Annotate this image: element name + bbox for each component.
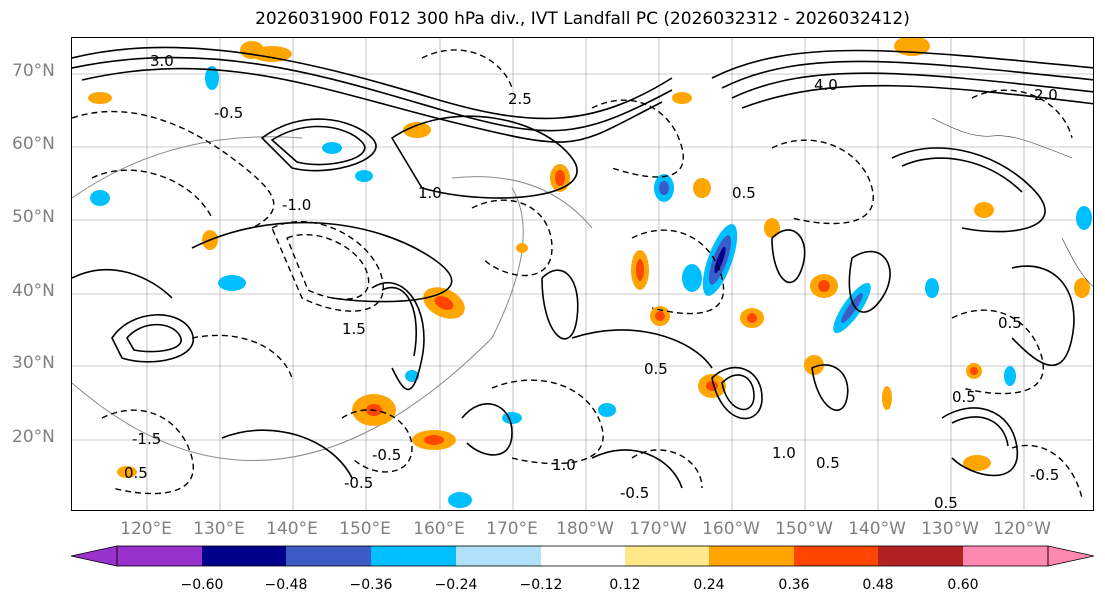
lon-label-130w: 130°W [921,519,979,539]
lon-label-140w: 140°W [848,519,906,539]
divergence-shading [88,38,1092,508]
contour-label: 0.5 [998,314,1022,332]
lon-label-150w: 150°W [775,519,833,539]
lon-label-120w: 120°W [993,519,1051,539]
contour-label: -0.5 [372,446,401,464]
contour-label: 0.5 [934,494,958,511]
graticule [72,38,1093,510]
colorbar-segment [794,546,878,566]
colorbar-tick-label: −0.60 [180,577,224,593]
colorbar-tick-label: 0.12 [609,577,641,593]
colorbar-segment [963,546,1048,566]
contour-label: 3.0 [150,52,174,70]
contour-label: -0.5 [344,474,373,492]
map-panel: 3.0 4.0 2.0 2.5 -0.5 0.5 1.0 -1.0 1.5 0.… [71,37,1094,511]
lat-label-70n: 70°N [12,61,55,81]
contour-label: 0.5 [816,454,840,472]
contour-label: -1.5 [132,430,161,448]
colorbar-segment [286,546,371,566]
colorbar-tick-label: −0.12 [519,577,563,593]
lon-label-120e: 120°E [120,519,172,539]
lon-label-170e: 170°E [486,519,538,539]
colorbar-segments [70,545,1095,567]
lat-label-20n: 20°N [12,427,55,447]
lon-label-170w: 170°W [629,519,687,539]
coastlines [931,117,1093,287]
map-canvas: 3.0 4.0 2.0 2.5 -0.5 0.5 1.0 -1.0 1.5 0.… [72,38,1093,511]
lon-label-130e: 130°E [193,519,245,539]
lon-label-150e: 150°E [339,519,391,539]
contour-label: 2.5 [508,90,532,108]
contour-label: -0.5 [1030,466,1059,484]
colorbar-outline [116,545,1049,567]
lon-label-160w: 160°W [702,519,760,539]
colorbar-tick-label: 0.48 [862,577,894,593]
lat-label-50n: 50°N [12,207,55,227]
lat-label-30n: 30°N [12,353,55,373]
contour-label: 1.5 [342,320,366,338]
colorbar-tick-label: 0.24 [693,577,725,593]
contour-label: 0.5 [644,360,668,378]
colorbar-extend-min [70,545,118,567]
lon-label-160e: 160°E [413,519,465,539]
colorbar-segment [625,546,709,566]
contour-label: -1.0 [282,196,311,214]
contour-label: 4.0 [814,76,838,94]
contour-label: 1.0 [772,444,796,462]
lat-label-40n: 40°N [12,281,55,301]
colorbar-tick-label: −0.24 [434,577,478,593]
lon-label-180w: 180°W [556,519,614,539]
colorbar-segment [117,546,202,566]
divergence-contours [72,46,1093,499]
colorbar-tick-label: −0.48 [264,577,308,593]
contour-label: 1.0 [418,184,442,202]
colorbar [70,545,1095,567]
colorbar-segment [709,546,794,566]
colorbar-segment [456,546,541,566]
contour-label: -0.5 [214,104,243,122]
contour-label: 2.0 [1034,86,1058,104]
contour-label-layer: 3.0 4.0 2.0 2.5 -0.5 0.5 1.0 -1.0 1.5 0.… [124,52,1059,511]
colorbar-segment [371,546,456,566]
colorbar-tick-label: 0.36 [778,577,810,593]
contour-label: 0.5 [124,464,148,482]
colorbar-segment [878,546,963,566]
lat-label-60n: 60°N [12,134,55,154]
lon-label-140e: 140°E [266,519,318,539]
colorbar-segment [202,546,286,566]
colorbar-extend-max [1047,545,1095,567]
contour-label: 0.5 [952,388,976,406]
map-title: 2026031900 F012 300 hPa div., IVT Landfa… [255,9,910,29]
contour-label: 1.0 [552,456,576,474]
contour-label: 0.5 [732,184,756,202]
colorbar-segment [541,546,625,566]
colorbar-tick-label: −0.36 [349,577,393,593]
colorbar-tick-label: 0.60 [947,577,979,593]
contour-label: -0.5 [620,484,649,502]
